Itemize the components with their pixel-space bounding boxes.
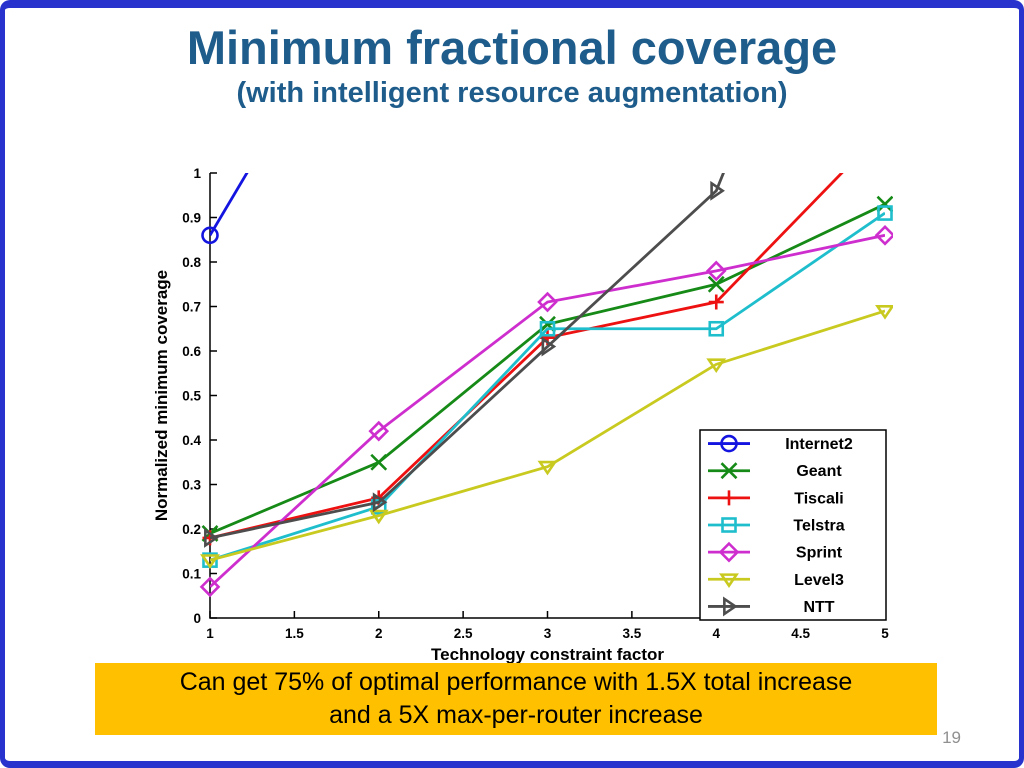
svg-text:0.3: 0.3 (182, 478, 201, 493)
svg-text:Sprint: Sprint (796, 545, 843, 562)
svg-text:1: 1 (193, 166, 201, 181)
svg-text:Level3: Level3 (794, 572, 844, 589)
svg-text:0.8: 0.8 (182, 255, 201, 270)
highlight-banner: Can get 75% of optimal performance with … (95, 663, 937, 735)
svg-text:3.5: 3.5 (622, 626, 641, 641)
series-markers-ntt (204, 180, 725, 548)
banner-line-2: and a 5X max-per-router increase (329, 701, 703, 729)
slide-subtitle: (with intelligent resource augmentation) (236, 77, 788, 109)
svg-text:0.1: 0.1 (182, 567, 201, 582)
svg-text:Tiscali: Tiscali (794, 490, 844, 507)
svg-text:4.5: 4.5 (791, 626, 810, 641)
series-markers-telstra (202, 205, 893, 568)
svg-text:0.2: 0.2 (182, 522, 201, 537)
svg-text:0.5: 0.5 (182, 389, 201, 404)
series-markers-internet2 (201, 226, 219, 245)
svg-text:3: 3 (544, 626, 552, 641)
svg-text:Technology constraint factor: Technology constraint factor (431, 645, 664, 664)
svg-text:NTT: NTT (803, 599, 834, 616)
svg-text:5: 5 (881, 626, 889, 641)
chart-area: 1 1.5 2 2.5 3 3.5 4 4.5 5 0 0.1 0.2 0.3 0.4 0.5 0.6 0.7 0… (152, 166, 896, 666)
banner-line-1: Can get 75% of optimal performance with … (179, 668, 853, 696)
series-markers-sprint (199, 224, 896, 598)
svg-text:Internet2: Internet2 (785, 436, 853, 453)
page-number: 19 (942, 728, 961, 747)
svg-text:0: 0 (193, 611, 201, 626)
svg-text:2.5: 2.5 (454, 626, 473, 641)
series-line-sprint (210, 233, 885, 588)
slide-title: Minimum fractional coverage (186, 21, 838, 74)
series-line-internet2 (210, 173, 249, 237)
svg-text:0.7: 0.7 (182, 300, 201, 315)
svg-text:0.6: 0.6 (182, 344, 201, 359)
svg-text:0.4: 0.4 (182, 433, 201, 448)
series-line-telstra (210, 211, 885, 562)
legend: Internet2 Geant Tiscali Telstra Sprint Level3… (699, 429, 887, 621)
svg-text:1: 1 (206, 626, 214, 641)
svg-text:Normalized minimum coverage: Normalized minimum coverage (153, 270, 171, 521)
svg-text:0.9: 0.9 (182, 211, 201, 226)
series-line-level3 (210, 309, 885, 562)
series-markers-tiscali (202, 294, 724, 546)
svg-text:4: 4 (712, 626, 720, 641)
svg-text:Telstra: Telstra (793, 518, 844, 535)
series-markers-level3 (200, 305, 895, 569)
svg-text:1.5: 1.5 (285, 626, 304, 641)
series-line-ntt (210, 173, 725, 540)
svg-text:Geant: Geant (796, 463, 842, 480)
svg-text:2: 2 (375, 626, 383, 641)
chart-svg: 1 1.5 2 2.5 3 3.5 4 4.5 5 0 0.1 0.2 0.3 0.4 0.5 0.6 0.7 0… (152, 166, 896, 664)
